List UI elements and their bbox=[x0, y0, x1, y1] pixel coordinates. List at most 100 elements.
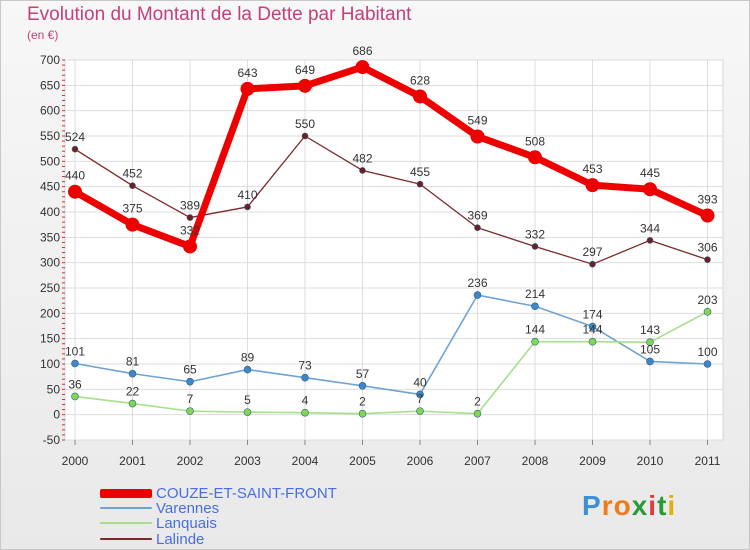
legend-label: Lanquais bbox=[156, 514, 217, 532]
data-label: 686 bbox=[352, 44, 372, 58]
data-point bbox=[413, 89, 427, 104]
x-tick-label: 2011 bbox=[695, 454, 721, 468]
plot-area bbox=[64, 59, 724, 441]
data-label: 369 bbox=[467, 209, 487, 223]
series-line bbox=[74, 135, 708, 265]
data-label: 40 bbox=[413, 375, 427, 389]
data-label: 143 bbox=[640, 323, 660, 337]
data-point bbox=[416, 180, 424, 188]
data-point bbox=[473, 291, 482, 299]
y-tick-label: 650 bbox=[40, 78, 60, 92]
y-tick-label: 350 bbox=[40, 230, 60, 244]
legend-item-lalinde[interactable]: Lalinde bbox=[100, 531, 204, 548]
data-point bbox=[531, 302, 539, 311]
data-label: 65 bbox=[183, 363, 197, 377]
data-point bbox=[243, 408, 252, 416]
x-tick-label: 2004 bbox=[292, 454, 319, 468]
data-label: 57 bbox=[356, 367, 370, 381]
y-tick-label: 450 bbox=[40, 180, 60, 194]
y-tick-label: 150 bbox=[40, 332, 60, 346]
logo-letter: i bbox=[667, 490, 677, 521]
legend-swatch bbox=[100, 488, 152, 498]
y-tick-label: 0 bbox=[53, 408, 60, 422]
series-line bbox=[74, 311, 708, 415]
data-point bbox=[129, 182, 136, 189]
chart-title: Evolution du Montant de la Dette par Hab… bbox=[27, 4, 412, 25]
data-point bbox=[359, 167, 366, 174]
data-label: 393 bbox=[697, 193, 717, 207]
x-tick-label: 2005 bbox=[349, 454, 376, 468]
data-point bbox=[243, 365, 252, 374]
data-label: 144 bbox=[525, 323, 545, 337]
logo-letter: P bbox=[582, 490, 602, 521]
data-point bbox=[186, 377, 194, 386]
logo-letter: r bbox=[601, 490, 614, 521]
data-label: 524 bbox=[65, 130, 85, 144]
y-tick-label: 50 bbox=[47, 382, 61, 396]
data-point bbox=[301, 373, 309, 382]
data-label: 5 bbox=[244, 393, 251, 407]
series-line bbox=[73, 63, 709, 250]
legend-item-varennes[interactable]: Varennes bbox=[100, 500, 219, 517]
x-tick-label: 2003 bbox=[234, 454, 261, 468]
data-point bbox=[470, 129, 485, 144]
data-point bbox=[301, 408, 309, 417]
legend-item-lanquais[interactable]: Lanquais bbox=[100, 514, 217, 532]
data-point bbox=[71, 392, 79, 401]
data-point bbox=[700, 208, 715, 223]
data-point bbox=[646, 237, 654, 244]
data-point bbox=[531, 337, 539, 346]
x-tick-label: 2009 bbox=[579, 454, 606, 468]
data-point bbox=[71, 145, 79, 153]
data-label: 2 bbox=[474, 395, 481, 409]
data-point bbox=[643, 182, 657, 197]
legend-swatch bbox=[100, 522, 152, 524]
data-label: 4 bbox=[302, 394, 309, 408]
data-label: 628 bbox=[410, 73, 430, 87]
data-label: 297 bbox=[582, 245, 602, 259]
data-label: 236 bbox=[467, 276, 487, 290]
data-label: 452 bbox=[122, 167, 142, 181]
logo-letter: o bbox=[613, 490, 632, 521]
y-tick-label: 500 bbox=[40, 154, 60, 168]
data-label: 2 bbox=[359, 395, 366, 409]
y-tick-label: -50 bbox=[43, 433, 61, 447]
data-point bbox=[703, 360, 712, 368]
data-point bbox=[704, 256, 711, 263]
data-point bbox=[585, 178, 600, 193]
y-tick-label: 200 bbox=[40, 306, 60, 320]
data-label: 375 bbox=[122, 202, 142, 216]
data-label: 482 bbox=[352, 151, 372, 165]
data-point bbox=[183, 239, 197, 254]
data-label: 453 bbox=[582, 162, 602, 176]
data-point bbox=[301, 132, 309, 140]
data-label: 643 bbox=[237, 66, 257, 80]
data-label: 549 bbox=[467, 114, 487, 128]
data-label: 306 bbox=[697, 241, 717, 255]
data-point bbox=[68, 184, 82, 199]
y-tick-label: 700 bbox=[40, 53, 60, 67]
data-point bbox=[646, 338, 654, 347]
logo-letter: i bbox=[648, 490, 658, 521]
data-point bbox=[186, 214, 194, 221]
x-tick-label: 2010 bbox=[637, 454, 664, 468]
data-point bbox=[186, 407, 194, 415]
data-label: 344 bbox=[640, 221, 660, 235]
data-point bbox=[703, 308, 712, 316]
data-label: 389 bbox=[180, 199, 200, 213]
data-label: 101 bbox=[65, 344, 85, 358]
data-label: 455 bbox=[410, 165, 430, 179]
series-line bbox=[74, 294, 708, 396]
data-label: 649 bbox=[295, 63, 315, 77]
data-point bbox=[125, 217, 140, 232]
data-point bbox=[298, 78, 312, 93]
data-point bbox=[589, 260, 596, 268]
y-tick-label: 400 bbox=[40, 205, 60, 219]
data-label: 144 bbox=[582, 323, 602, 337]
legend-item-couze[interactable]: COUZE-ET-SAINT-FRONT bbox=[100, 485, 337, 502]
data-point bbox=[588, 337, 597, 346]
y-tick-label: 550 bbox=[40, 129, 60, 143]
y-tick-label: 100 bbox=[40, 357, 60, 371]
data-point bbox=[416, 407, 424, 415]
data-point bbox=[531, 243, 539, 250]
